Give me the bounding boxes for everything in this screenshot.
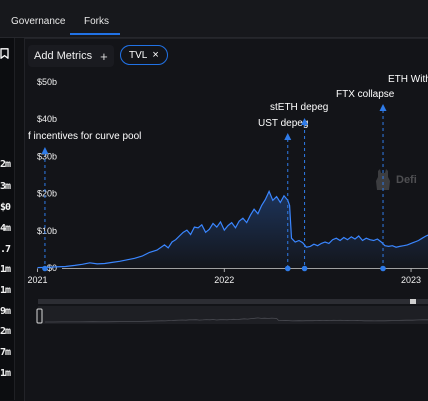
range-brush-window[interactable] xyxy=(38,306,428,324)
x-axis: 2021 2022 2023 xyxy=(27,269,428,286)
range-brush-marker xyxy=(410,299,416,304)
y-tick-label: $40b xyxy=(37,114,57,124)
x-tick-label: 2021 xyxy=(27,275,47,285)
annotation-marker[interactable] xyxy=(42,266,48,272)
annotation-arrow xyxy=(380,104,387,111)
range-brush[interactable] xyxy=(37,299,428,324)
y-tick-label: $10b xyxy=(37,226,57,236)
range-brush-handle-left[interactable] xyxy=(37,309,42,323)
annotation-label: stETH depeg xyxy=(270,102,328,113)
annotation-marker[interactable] xyxy=(302,266,308,272)
annotation-label: UST depeg xyxy=(258,118,308,129)
range-brush-track xyxy=(38,299,428,304)
y-tick-label: $20b xyxy=(37,189,57,199)
y-axis: $0$10b$20b$30b$40b$50b xyxy=(37,77,57,273)
x-tick-label: 2022 xyxy=(214,275,234,285)
tvl-area-fill xyxy=(38,191,428,268)
y-tick-label: $50b xyxy=(37,77,57,87)
annotation-arrow xyxy=(284,133,291,140)
annotation[interactable]: f incentives for curve pool xyxy=(28,131,141,271)
annotation-marker[interactable] xyxy=(380,266,386,272)
annotation-label: ETH With xyxy=(388,74,428,85)
x-tick-label: 2023 xyxy=(401,275,421,285)
annotation-marker[interactable] xyxy=(285,266,291,272)
annotation-label: f incentives for curve pool xyxy=(28,131,141,142)
annotation-label: FTX collapse xyxy=(336,89,395,100)
